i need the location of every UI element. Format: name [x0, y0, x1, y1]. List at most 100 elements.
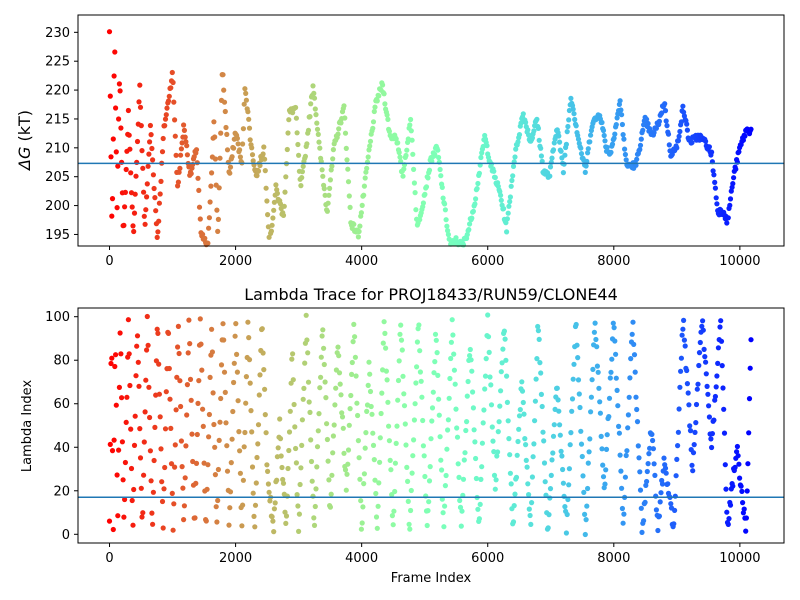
lambda-point	[144, 347, 150, 353]
lambda-point	[574, 342, 580, 348]
lambda-point	[309, 478, 315, 484]
delta-g-point	[325, 200, 331, 206]
delta-g-point	[344, 157, 350, 163]
lambda-point	[193, 460, 200, 466]
lambda-point	[578, 428, 584, 434]
delta-g-point	[147, 139, 153, 145]
delta-g-point	[364, 165, 370, 171]
lambda-point	[317, 385, 323, 391]
delta-g-y-tick-label: 195	[45, 228, 70, 243]
lambda-y-tick-label: 60	[53, 397, 70, 412]
lambda-point	[109, 448, 116, 454]
lambda-point	[436, 396, 442, 402]
lambda-point	[706, 403, 712, 409]
delta-g-point	[215, 228, 221, 234]
lambda-point	[531, 441, 537, 447]
lambda-point	[699, 323, 705, 329]
delta-g-point	[484, 143, 490, 149]
delta-g-y-tick-label: 230	[45, 26, 70, 41]
lambda-point	[352, 334, 358, 340]
lambda-point	[606, 395, 613, 401]
lambda-point	[345, 461, 351, 467]
delta-g-point	[128, 170, 134, 176]
delta-g-point	[361, 192, 367, 198]
lambda-point	[465, 378, 471, 385]
lambda-point	[637, 469, 643, 475]
lambda-point	[326, 477, 332, 483]
lambda-point	[223, 420, 229, 426]
delta-g-point	[314, 120, 320, 126]
lambda-point	[212, 444, 218, 450]
lambda-point	[299, 442, 305, 448]
lambda-point	[293, 445, 299, 452]
lambda-point	[438, 457, 444, 463]
delta-g-point	[684, 121, 690, 127]
lambda-point	[124, 394, 130, 400]
lambda-point	[743, 528, 749, 534]
lambda-point	[620, 520, 626, 526]
lambda-point	[461, 457, 467, 463]
lambda-point	[229, 436, 235, 442]
lambda-point	[336, 370, 343, 376]
lambda-point	[349, 359, 355, 366]
lambda-point	[147, 414, 153, 421]
lambda-point	[479, 440, 485, 446]
delta-g-point	[404, 147, 410, 153]
lambda-point	[550, 433, 557, 439]
delta-g-point	[585, 146, 591, 152]
lambda-point	[123, 419, 129, 425]
lambda-x-tick-label: 10000	[719, 551, 760, 566]
lambda-point	[609, 356, 615, 362]
lambda-point	[681, 317, 687, 323]
lambda-point	[744, 488, 750, 494]
lambda-point	[634, 419, 641, 425]
lambda-point	[539, 403, 545, 410]
delta-g-point	[304, 141, 310, 147]
lambda-point	[600, 462, 606, 468]
lambda-point	[245, 319, 251, 325]
delta-g-point	[173, 152, 179, 158]
delta-g-point	[740, 137, 747, 143]
lambda-point	[413, 380, 419, 386]
lambda-point	[739, 488, 745, 494]
lambda-point	[410, 453, 416, 459]
delta-g-point	[129, 204, 135, 210]
delta-g-point	[157, 191, 163, 197]
delta-g-point	[510, 173, 516, 179]
lambda-point	[720, 385, 726, 391]
lambda-point	[398, 337, 405, 343]
delta-g-point	[411, 180, 417, 186]
lambda-point	[136, 383, 142, 389]
lambda-point	[193, 480, 199, 486]
delta-g-point	[664, 123, 670, 129]
lambda-point	[210, 390, 216, 396]
lambda-point	[501, 328, 507, 334]
lambda-point	[575, 355, 581, 361]
lambda-point	[704, 383, 710, 389]
lambda-point	[618, 468, 624, 474]
delta-g-point	[467, 221, 473, 227]
lambda-y-axis-label: Lambda Index	[20, 380, 35, 473]
delta-g-point	[371, 108, 377, 115]
delta-g-point	[155, 229, 161, 235]
lambda-point	[114, 472, 120, 478]
delta-g-point	[123, 166, 129, 173]
delta-g-point	[539, 158, 545, 164]
lambda-point	[295, 503, 301, 509]
lambda-point	[389, 513, 395, 519]
delta-g-point	[503, 220, 509, 226]
lambda-point	[504, 373, 510, 379]
lambda-point	[363, 430, 369, 436]
lambda-point	[207, 374, 213, 380]
lambda-point	[135, 359, 141, 365]
lambda-point	[555, 397, 561, 403]
delta-g-point	[293, 104, 299, 111]
delta-g-point	[408, 116, 414, 123]
delta-g-point	[227, 170, 233, 176]
lambda-point	[442, 503, 448, 509]
delta-g-point	[674, 145, 680, 151]
delta-g-point	[295, 141, 301, 148]
lambda-point	[562, 504, 568, 510]
lambda-point	[671, 521, 677, 527]
lambda-point	[156, 361, 162, 367]
